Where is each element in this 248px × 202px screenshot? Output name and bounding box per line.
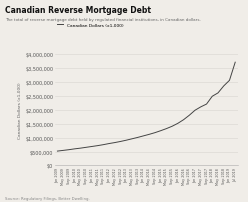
Text: Source: Regulatory Filings, Better Dwelling.: Source: Regulatory Filings, Better Dwell… (5, 196, 90, 200)
Text: The total of reverse mortgage debt held by regulated financial institutions, in : The total of reverse mortgage debt held … (5, 18, 201, 22)
Legend: Canadian Dollars (x1,000): Canadian Dollars (x1,000) (57, 23, 124, 27)
Y-axis label: Canadian Dollars (x1,000): Canadian Dollars (x1,000) (18, 82, 22, 138)
Text: Canadian Reverse Mortgage Debt: Canadian Reverse Mortgage Debt (5, 6, 151, 15)
